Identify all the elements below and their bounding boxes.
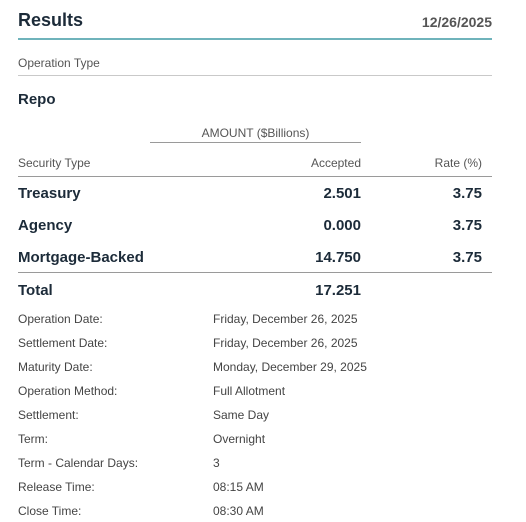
detail-label-close-time: Close Time:	[18, 504, 82, 518]
detail-label-operation-method: Operation Method:	[18, 384, 118, 398]
operation-type-label: Operation Type	[18, 56, 100, 70]
detail-label-settlement: Settlement:	[18, 408, 79, 422]
table-row-accepted: 0.000	[323, 217, 361, 234]
operation-type-divider	[18, 75, 492, 76]
detail-label-term-calendar-days: Term - Calendar Days:	[18, 456, 139, 470]
amount-group-header: AMOUNT ($Billions)	[201, 126, 310, 140]
column-header-accepted: Accepted	[310, 156, 361, 170]
detail-value-settlement: Same Day	[213, 408, 270, 422]
detail-label-term: Term:	[18, 432, 48, 446]
header-divider	[18, 38, 492, 40]
table-row-rate: 3.75	[452, 217, 482, 234]
detail-label-settlement-date: Settlement Date:	[18, 336, 108, 350]
detail-value-close-time: 08:30 AM	[213, 504, 264, 518]
total-label: Total	[18, 282, 53, 299]
page-title: Results	[18, 10, 84, 30]
detail-label-release-time: Release Time:	[18, 480, 95, 494]
table-row-security: Mortgage-Backed	[18, 249, 144, 266]
column-header-security-type: Security Type	[18, 156, 91, 170]
detail-label-maturity-date: Maturity Date:	[18, 360, 93, 374]
detail-value-operation-date: Friday, December 26, 2025	[213, 312, 358, 326]
column-header-rate: Rate (%)	[434, 156, 482, 170]
detail-value-term-calendar-days: 3	[213, 456, 220, 470]
table-row-rate: 3.75	[452, 185, 482, 202]
amount-group-underline	[150, 142, 361, 143]
detail-value-term: Overnight	[213, 432, 266, 446]
results-date: 12/26/2025	[421, 14, 492, 30]
total-accepted: 17.251	[315, 282, 361, 299]
table-row-accepted: 14.750	[315, 249, 361, 266]
detail-value-release-time: 08:15 AM	[213, 480, 264, 494]
detail-value-settlement-date: Friday, December 26, 2025	[213, 336, 358, 350]
detail-value-maturity-date: Monday, December 29, 2025	[213, 360, 367, 374]
detail-value-operation-method: Full Allotment	[213, 384, 286, 398]
table-row-security: Agency	[18, 217, 73, 234]
table-header-divider	[18, 176, 492, 177]
table-row-security: Treasury	[18, 185, 81, 202]
operation-type-value: Repo	[18, 91, 56, 108]
total-divider	[18, 272, 492, 273]
table-row-accepted: 2.501	[323, 185, 361, 202]
detail-label-operation-date: Operation Date:	[18, 312, 103, 326]
table-row-rate: 3.75	[452, 249, 482, 266]
